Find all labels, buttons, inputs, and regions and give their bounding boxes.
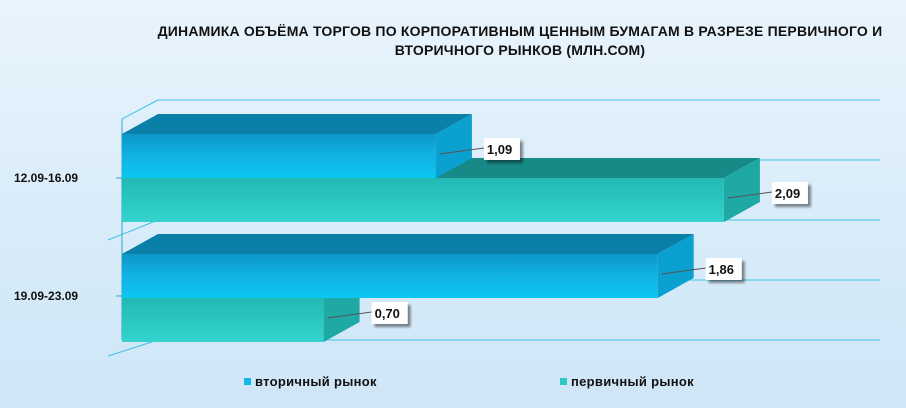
- data-label-primary-1-box: [371, 302, 408, 324]
- data-label-secondary-0: 1,09: [487, 142, 512, 157]
- data-label-primary-0: 2,09: [775, 186, 800, 201]
- bar-secondary-1-side: [657, 234, 694, 298]
- chart-title: ДИНАМИКА ОБЪЁМА ТОРГОВ ПО КОРПОРАТИВНЫМ …: [157, 23, 883, 58]
- data-label-secondary-1: 1,86: [709, 262, 734, 277]
- bar-secondary-1-top: [122, 234, 694, 254]
- bar-secondary-0: [122, 134, 436, 178]
- legend-item-primary: первичный рынок: [560, 374, 694, 389]
- data-label-primary-0-box: [771, 182, 808, 204]
- data-label-secondary-0-leader: [439, 147, 484, 155]
- bar-primary-1: [122, 298, 324, 342]
- data-label-secondary-0-box: [483, 138, 520, 160]
- bar-secondary-0-top: [122, 114, 472, 134]
- grid-depth-line-0: [121, 99, 159, 120]
- data-label-secondary-1-box: [705, 258, 742, 280]
- bar-primary-0: [122, 178, 724, 222]
- bar-secondary-0-side: [435, 114, 472, 178]
- data-labels: 1,09 2,09 1,86 0,70: [327, 138, 808, 324]
- category-label-0: 12.09-16.09: [14, 171, 78, 185]
- bar-secondary-1: [122, 254, 658, 298]
- grid-depth-line-2: [107, 339, 159, 357]
- grid-depth-line-1: [107, 219, 159, 241]
- legend: вторичный рынок первичный рынок: [0, 374, 906, 394]
- data-label-primary-1: 0,70: [375, 306, 400, 321]
- legend-label-secondary: вторичный рынок: [255, 374, 377, 389]
- bars: [122, 114, 760, 342]
- legend-swatch-primary: [560, 378, 567, 385]
- legend-label-primary: первичный рынок: [571, 374, 694, 389]
- data-label-secondary-1-leader: [661, 267, 706, 275]
- category-label-1: 19.09-23.09: [14, 289, 78, 303]
- data-label-primary-1-leader: [327, 311, 372, 319]
- bar-primary-0-side: [723, 158, 760, 222]
- data-label-primary-0-leader: [727, 191, 772, 199]
- legend-item-secondary: вторичный рынок: [244, 374, 377, 389]
- category-axis: 12.09-16.09 19.09-23.09: [14, 119, 123, 340]
- legend-swatch-secondary: [244, 378, 251, 385]
